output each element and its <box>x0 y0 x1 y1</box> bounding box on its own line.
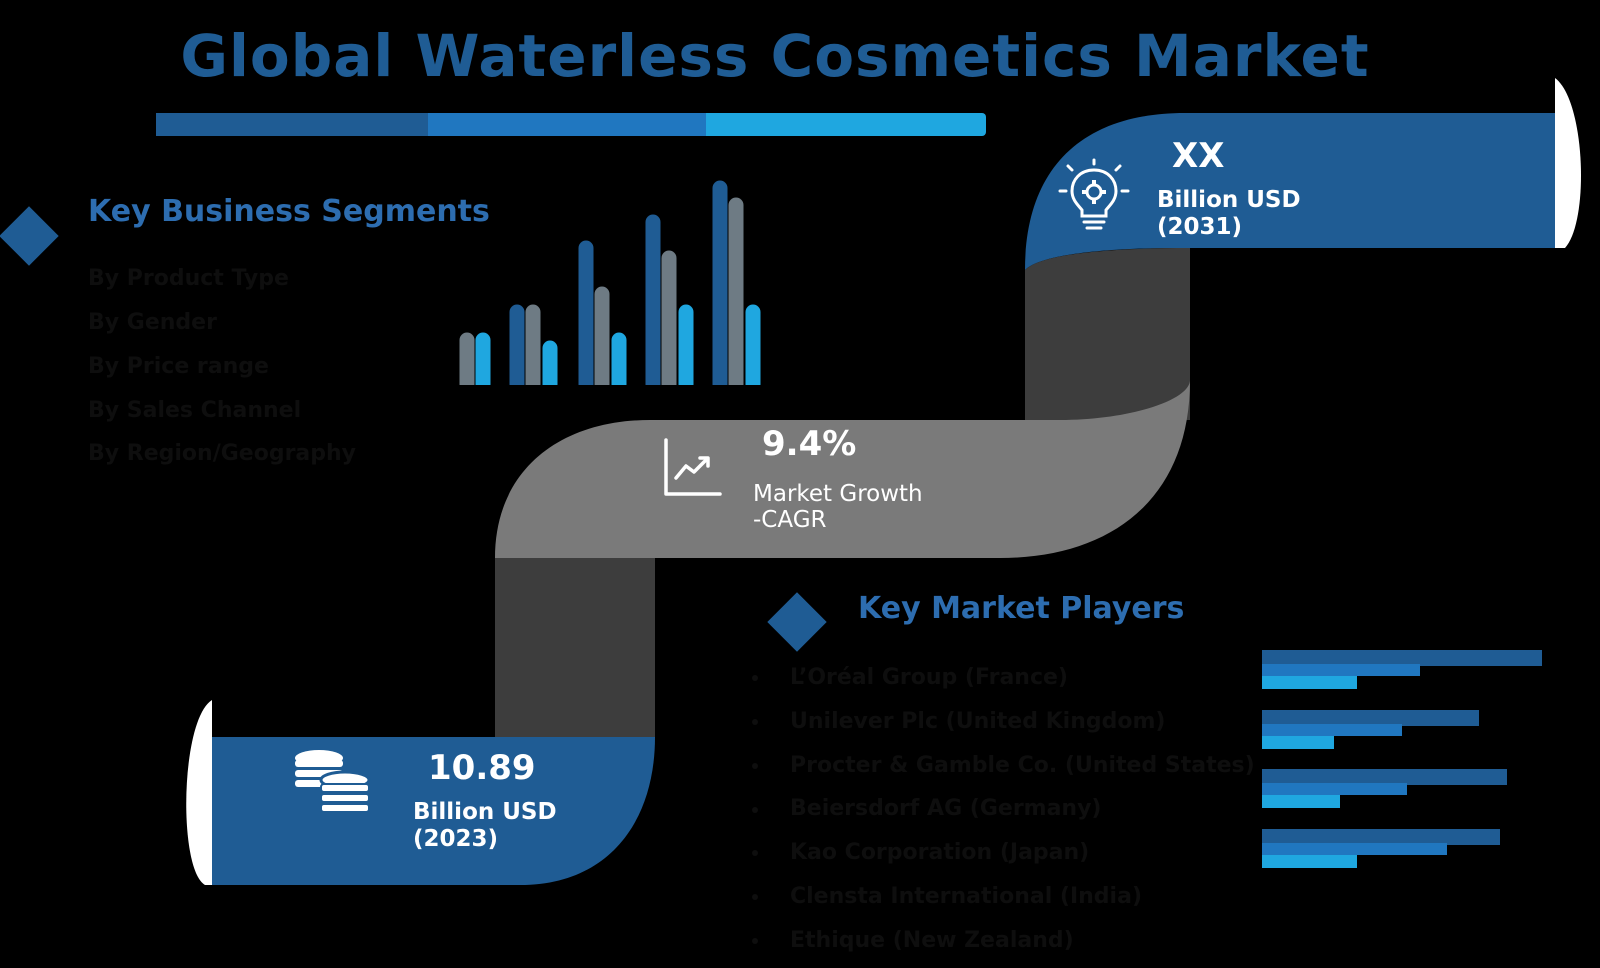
stat-2031-value: XX <box>1172 136 1225 176</box>
decorative-hbar-cluster <box>1262 650 1542 868</box>
ribbon-top-cap <box>1555 78 1582 248</box>
player-item: Kao Corporation (Japan) <box>790 840 1090 865</box>
decorative-bar-cluster <box>459 180 761 385</box>
stat-2031-unit: Billion USD <box>1157 187 1301 213</box>
player-item: Clensta International (India) <box>790 884 1142 909</box>
player-item: Ethique (New Zealand) <box>790 928 1074 953</box>
bullet-icon <box>752 719 758 725</box>
deco-hbar <box>1262 676 1357 689</box>
bullet-icon <box>752 938 758 944</box>
bullet-icon <box>752 894 758 900</box>
deco-hbar <box>1262 795 1340 808</box>
segment-item: By Gender <box>88 310 217 335</box>
stat-2023-value: 10.89 <box>428 748 536 788</box>
player-item: Beiersdorf AG (Germany) <box>790 796 1102 821</box>
ribbon-bottom-cap <box>186 700 212 885</box>
deco-hbar <box>1262 783 1407 795</box>
deco-hbar <box>1262 650 1542 666</box>
bullet-icon <box>752 807 758 813</box>
deco-hbar <box>1262 829 1500 845</box>
stat-2023-year: (2023) <box>413 826 499 852</box>
deco-hbar <box>1262 736 1334 749</box>
player-item: Procter & Gamble Co. (United States) <box>790 753 1255 778</box>
deco-hbar <box>1262 855 1357 868</box>
title-underline-mid <box>428 113 706 136</box>
player-item: Unilever Plc (United Kingdom) <box>790 709 1166 734</box>
segment-item: By Region/Geography <box>88 441 357 466</box>
stat-cagr-label-1: Market Growth <box>753 481 923 507</box>
title-underline-dark <box>156 113 428 136</box>
title-underline-light <box>706 113 986 136</box>
coins-icon <box>295 750 371 813</box>
bullet-icon <box>752 675 758 681</box>
ribbon-right-vertical <box>1025 248 1190 420</box>
stat-2023-unit: Billion USD <box>413 799 557 825</box>
deco-hbar <box>1262 710 1479 726</box>
ribbon-middle-band <box>495 380 1190 558</box>
segments-heading: Key Business Segments <box>88 194 490 229</box>
lightbulb-gear-icon <box>1058 158 1130 230</box>
players-heading: Key Market Players <box>858 591 1185 626</box>
page-title: Global Waterless Cosmetics Market <box>180 22 1370 90</box>
player-item: L’Oréal Group (France) <box>790 665 1068 690</box>
trend-chart-icon <box>664 438 722 496</box>
segment-item: By Product Type <box>88 266 289 291</box>
deco-hbar <box>1262 724 1402 736</box>
bullet-icon <box>752 763 758 769</box>
segment-item: By Price range <box>88 354 269 379</box>
deco-hbar <box>1262 843 1447 855</box>
ribbon-top-band <box>1025 113 1563 270</box>
ribbon-left-vertical <box>495 558 655 737</box>
segment-item: By Sales Channel <box>88 398 302 423</box>
deco-hbar <box>1262 769 1507 785</box>
stat-cagr-value: 9.4% <box>762 424 857 464</box>
stat-2031-year: (2031) <box>1157 214 1243 240</box>
stat-cagr-label-2: -CAGR <box>753 507 827 533</box>
bullet-icon <box>752 850 758 856</box>
deco-hbar <box>1262 664 1420 676</box>
